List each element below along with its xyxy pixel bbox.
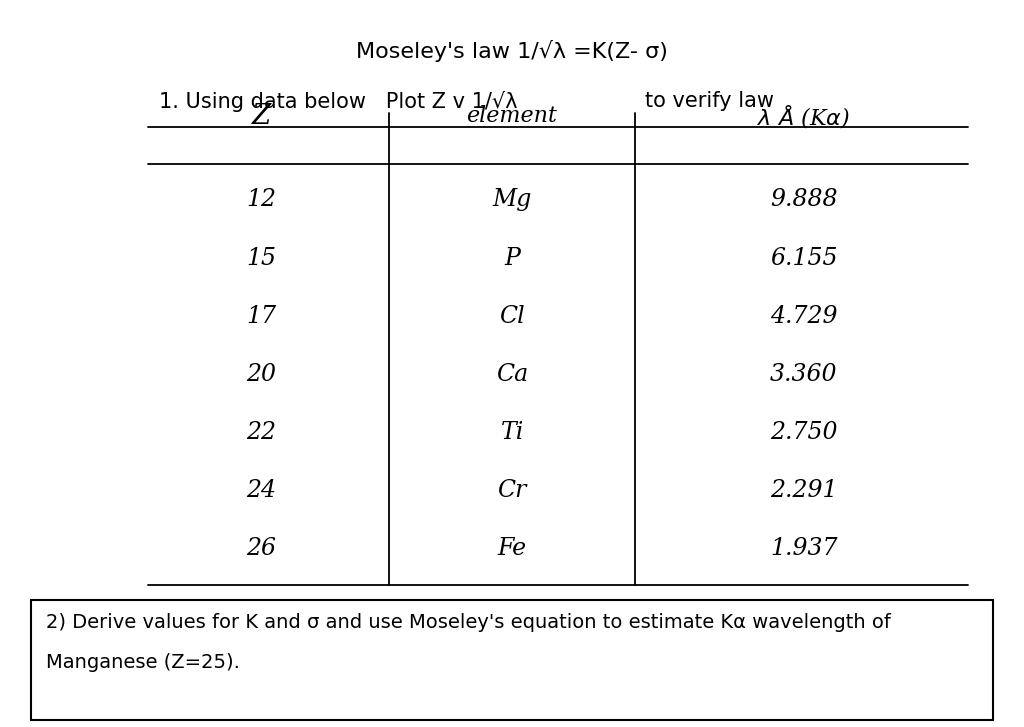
Text: 2.750: 2.750 [770, 421, 838, 444]
Text: element: element [467, 105, 557, 127]
Text: 20: 20 [246, 363, 276, 386]
Text: Z: Z [252, 103, 270, 130]
Text: 2.291: 2.291 [770, 479, 838, 502]
Text: Ti: Ti [501, 421, 523, 444]
Text: $\lambda$ $\AA$ (K$\alpha$): $\lambda$ $\AA$ (K$\alpha$) [758, 103, 850, 130]
Text: P: P [504, 246, 520, 270]
Text: 26: 26 [246, 537, 276, 561]
Text: Fe: Fe [498, 537, 526, 561]
Text: 22: 22 [246, 421, 276, 444]
Text: 9.888: 9.888 [770, 188, 838, 212]
Text: 2) Derive values for K and σ and use Moseley's equation to estimate Kα wavelengt: 2) Derive values for K and σ and use Mos… [46, 613, 891, 632]
Text: Cl: Cl [499, 305, 525, 328]
Text: 17: 17 [246, 305, 276, 328]
Text: 6.155: 6.155 [770, 246, 838, 270]
Text: to verify law: to verify law [645, 91, 774, 111]
Text: 1.937: 1.937 [770, 537, 838, 561]
Text: Ca: Ca [496, 363, 528, 386]
Text: 12: 12 [246, 188, 276, 212]
Text: 15: 15 [246, 246, 276, 270]
Text: 3.360: 3.360 [770, 363, 838, 386]
Text: 4.729: 4.729 [770, 305, 838, 328]
Text: Moseley's law 1/√λ =K(Z- σ): Moseley's law 1/√λ =K(Z- σ) [356, 40, 668, 62]
Text: Manganese (Z=25).: Manganese (Z=25). [46, 653, 240, 672]
Text: 1. Using data below   Plot Z v 1/√λ: 1. Using data below Plot Z v 1/√λ [159, 91, 517, 112]
Text: Cr: Cr [498, 479, 526, 502]
Text: 24: 24 [246, 479, 276, 502]
Text: Mg: Mg [493, 188, 531, 212]
Bar [31, 600, 993, 720]
